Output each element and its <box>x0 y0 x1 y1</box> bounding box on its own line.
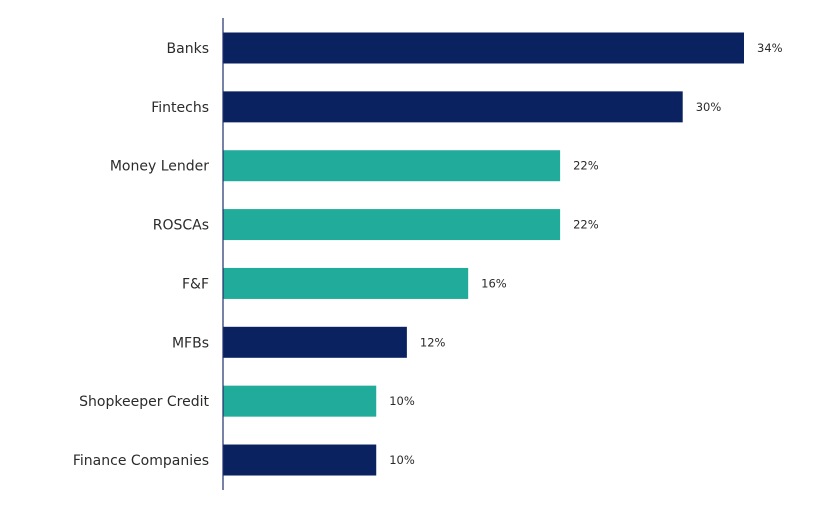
bar-mfbs <box>223 326 407 358</box>
category-label: Fintechs <box>151 100 209 116</box>
data-label: 10% <box>389 394 415 408</box>
category-labels: Banks Fintechs Money Lender ROSCAs F&F MFBs Sh… <box>73 41 210 469</box>
value-labels: 34% 30% 22% 22% 16% 12% 10% 10% <box>389 41 782 467</box>
bar-money-lender <box>223 150 561 182</box>
category-label: Banks <box>167 41 209 57</box>
category-label: Shopkeeper Credit <box>79 394 209 410</box>
data-label: 30% <box>696 100 722 114</box>
bar-roscas <box>223 209 561 241</box>
category-label: F&F <box>182 276 209 292</box>
data-label: 22% <box>573 218 599 232</box>
bar-banks <box>223 32 744 64</box>
bar-finance-companies <box>223 444 377 476</box>
data-label: 22% <box>573 159 599 173</box>
data-label: 16% <box>481 276 507 290</box>
bar-f-f <box>223 267 469 299</box>
category-label: Money Lender <box>110 159 209 175</box>
category-label: ROSCAs <box>153 218 209 234</box>
category-label: MFBs <box>172 335 209 351</box>
data-label: 12% <box>420 335 446 349</box>
bar-fintechs <box>223 91 683 123</box>
category-label: Finance Companies <box>73 453 209 469</box>
bars <box>223 32 744 476</box>
data-label: 34% <box>757 41 783 55</box>
data-label: 10% <box>389 453 415 467</box>
bar-shopkeeper-credit <box>223 385 377 417</box>
